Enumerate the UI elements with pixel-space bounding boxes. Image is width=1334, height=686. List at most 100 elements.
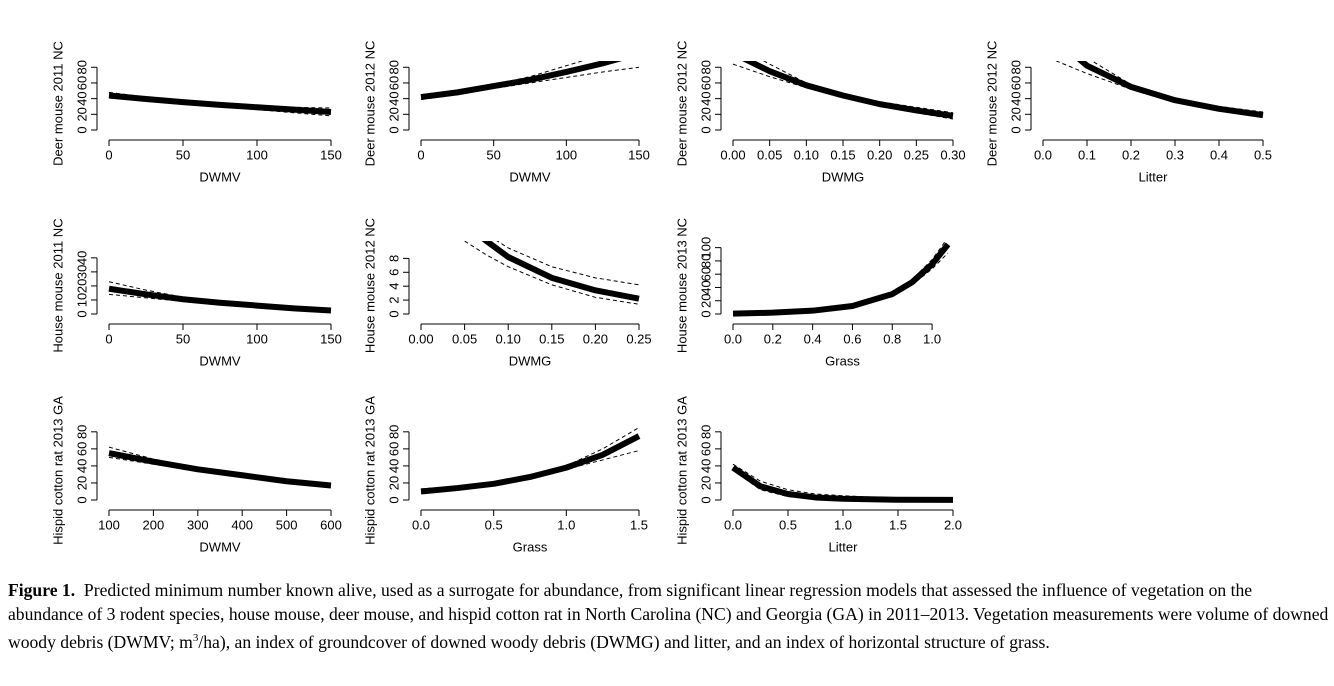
- confidence-line: [420, 427, 640, 490]
- confidence-line: [464, 241, 640, 305]
- x-tick-label: 0: [417, 147, 424, 162]
- fit-line: [481, 241, 640, 302]
- plot-area: [732, 241, 951, 317]
- y-tick-label: 40: [698, 280, 713, 294]
- x-tick-label: 0.00: [408, 331, 433, 346]
- x-tick-label: 0.15: [539, 331, 564, 346]
- x-tick-label: 150: [320, 147, 342, 162]
- fit-line: [108, 92, 332, 115]
- x-tick-label: 0.15: [830, 147, 855, 162]
- y-tick-label: 0: [386, 496, 401, 503]
- y-axis-label: Hispid cotton rat 2013 GA: [674, 396, 689, 545]
- y-tick-label: 80: [386, 425, 401, 439]
- y-tick-label: 80: [698, 425, 713, 439]
- x-axis-label: DWMV: [509, 169, 550, 184]
- y-axis-label: Deer mouse 2011 NC: [50, 41, 65, 166]
- plot-area: [731, 463, 954, 503]
- y-tick-label: 60: [386, 442, 401, 456]
- y-tick-label: 40: [1008, 91, 1023, 105]
- x-tick-label: 150: [320, 331, 342, 346]
- x-tick-label: 0.0: [724, 331, 742, 346]
- y-tick-label: 20: [74, 107, 89, 121]
- y-axis-label: Hispid cotton rat 2013 GA: [50, 396, 65, 545]
- y-tick-label: 80: [1008, 60, 1023, 74]
- x-tick-label: 400: [231, 517, 253, 532]
- plot-area: [420, 61, 640, 101]
- x-tick-label: 1.5: [889, 517, 907, 532]
- x-tick-label: 0.2: [1122, 147, 1140, 162]
- confidence-line: [108, 281, 332, 309]
- x-tick-label: 0.05: [452, 331, 477, 346]
- x-tick-label: 0.4: [1210, 147, 1228, 162]
- confidence-line: [496, 241, 640, 286]
- x-tick-label: 2.0: [944, 517, 962, 532]
- plot-area: [108, 446, 332, 489]
- plot-area: [108, 281, 332, 314]
- fit-line: [1076, 61, 1264, 119]
- y-tick-label: 20: [74, 279, 89, 293]
- y-tick-label: 0: [386, 126, 401, 133]
- confidence-line: [420, 66, 640, 100]
- y-tick-label: 20: [698, 293, 713, 307]
- confidence-line: [1091, 61, 1264, 113]
- x-tick-label: 0.05: [757, 147, 782, 162]
- x-axis-label: DWMV: [199, 353, 240, 368]
- x-tick-label: 0.1: [1078, 147, 1096, 162]
- y-tick-label: 0: [698, 496, 713, 503]
- y-tick-label: 100: [698, 237, 713, 259]
- y-axis-label: House mouse 2012 NC: [362, 218, 377, 353]
- y-tick-label: 40: [698, 459, 713, 473]
- x-tick-label: 0.0: [1034, 147, 1052, 162]
- confidence-line: [108, 446, 332, 485]
- plot-area: [464, 241, 640, 305]
- y-axis-label: House mouse 2013 NC: [674, 218, 689, 353]
- x-tick-label: 0.5: [779, 517, 797, 532]
- x-tick-label: 0.2: [764, 331, 782, 346]
- x-axis-label: DWMV: [199, 539, 240, 554]
- y-axis-label: Deer mouse 2012 NC: [674, 41, 689, 167]
- y-tick-label: 10: [74, 293, 89, 307]
- x-axis-label: DWMG: [822, 169, 865, 184]
- y-tick-label: 30: [74, 265, 89, 279]
- plot-area: [420, 427, 641, 495]
- fit-line: [742, 61, 954, 119]
- y-tick-label: 60: [698, 76, 713, 90]
- x-tick-label: 0: [105, 331, 112, 346]
- fit-line: [732, 242, 951, 317]
- fit-line: [108, 285, 332, 314]
- panel: 0 20 40 60 80 0.0 0.5 1.0 1.5 2.0 Litter Hispid cot…: [674, 396, 962, 555]
- y-tick-label: 40: [386, 91, 401, 105]
- caption-superscript: 3: [192, 632, 199, 644]
- y-tick-label: 20: [698, 476, 713, 490]
- panel: 0 20 40 60 80 100 200 300 400 500 600 DWMV Hispid co…: [50, 396, 341, 555]
- y-tick-label: 80: [74, 60, 89, 74]
- plot-area: [1055, 61, 1264, 119]
- confidence-line: [732, 463, 954, 500]
- x-tick-label: 500: [276, 517, 298, 532]
- caption-text-end: /ha), an index of groundcover of downed …: [198, 631, 1050, 652]
- panel: 0 2 4 6 8 0.00 0.05 0.10 0.15 0.20 0.25 DWMG House m…: [362, 218, 651, 369]
- x-tick-label: 0.25: [626, 331, 651, 346]
- y-tick-label: 80: [698, 254, 713, 268]
- y-tick-label: 20: [74, 476, 89, 490]
- confidence-line: [420, 61, 584, 96]
- y-tick-label: 0: [74, 310, 89, 317]
- x-axis-label: DWMG: [509, 353, 552, 368]
- y-tick-label: 60: [386, 76, 401, 90]
- plot-area: [108, 91, 332, 117]
- x-tick-label: 50: [176, 331, 190, 346]
- y-tick-label: 40: [74, 251, 89, 265]
- x-tick-label: 0.10: [794, 147, 819, 162]
- confidence-line: [108, 456, 332, 488]
- x-axis-label: Litter: [1139, 169, 1169, 184]
- y-tick-label: 0: [1008, 126, 1023, 133]
- x-tick-label: 300: [187, 517, 209, 532]
- x-tick-label: 100: [98, 517, 120, 532]
- confidence-line: [108, 91, 332, 109]
